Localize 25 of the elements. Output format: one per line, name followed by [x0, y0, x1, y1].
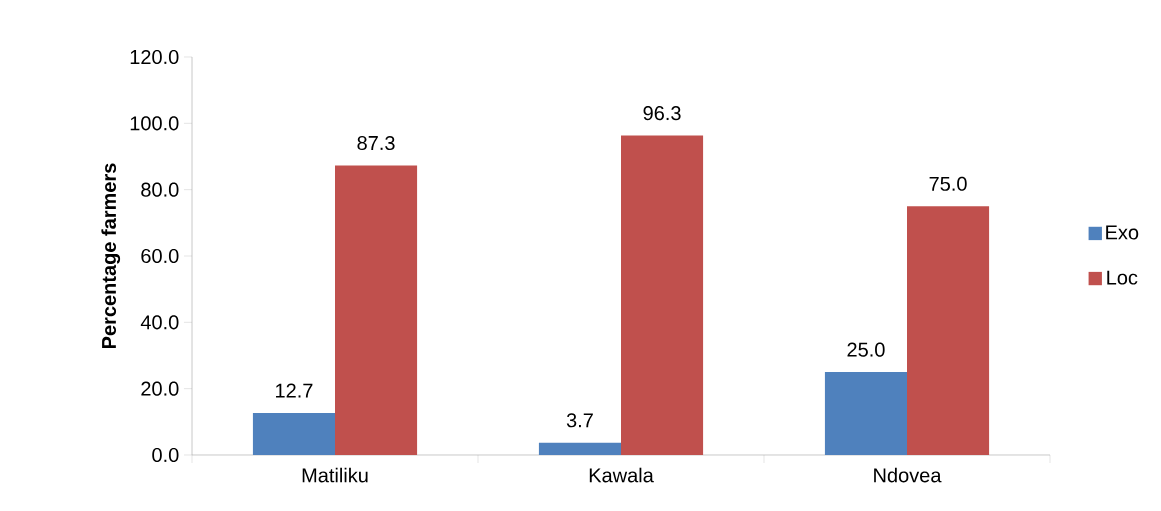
- bar: [824, 372, 907, 455]
- y-tick-label: 120.0: [130, 49, 179, 65]
- bar: [252, 412, 335, 455]
- data-label: 87.3: [357, 135, 395, 151]
- y-tick-label: 100.0: [130, 116, 179, 131]
- x-tick-label: Ndovea: [874, 467, 942, 483]
- data-label: 25.0: [847, 342, 885, 357]
- data-label: 96.3: [643, 106, 681, 121]
- data-label: 3.7: [566, 413, 593, 428]
- x-tick-label: Matiliku: [302, 467, 368, 483]
- legend-label: Exo: [1106, 225, 1139, 240]
- bar: [907, 206, 990, 455]
- bar: [538, 442, 621, 455]
- y-axis-title: Percentage farmers: [101, 163, 121, 349]
- bar: [621, 135, 704, 455]
- x-tick-label: Kawala: [589, 467, 654, 483]
- data-label: 75.0: [929, 176, 967, 191]
- y-tick-label: 80.0: [141, 182, 179, 197]
- y-tick-label: 0.0: [152, 447, 179, 463]
- legend-label: Loc: [1107, 270, 1138, 285]
- y-tick-label: 40.0: [140, 315, 179, 330]
- y-tick-label: 60.0: [141, 248, 179, 264]
- y-tick-label: 20.0: [141, 381, 179, 396]
- data-label: 12.7: [276, 383, 313, 398]
- bar: [335, 165, 418, 455]
